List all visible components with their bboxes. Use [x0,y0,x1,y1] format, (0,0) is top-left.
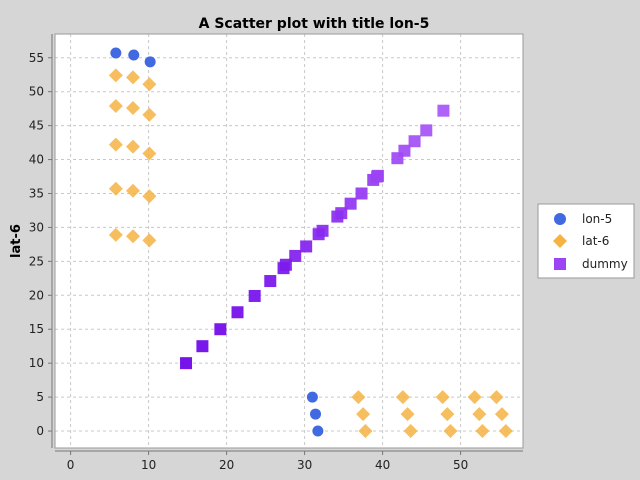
dummy-point [248,289,261,302]
lat-6-point [108,137,123,152]
dummy-point [316,224,329,237]
dummy-point [355,187,368,200]
dummy-point [420,124,433,137]
lat-6-point [108,98,123,113]
grid [55,34,523,448]
plot-background [55,34,523,448]
lat-6-point [126,100,140,115]
dummy-point [279,258,292,271]
chart-title: A Scatter plot with title lon-5 [199,16,430,32]
lat-6-point [494,407,509,422]
legend-marker-dummy [554,258,566,270]
lat-6-point [472,407,487,422]
dummy-point [437,104,450,117]
axes: 0 10 20 30 40 50 0 5 10 15 20 25 30 35 40 45 50 55 [29,51,469,472]
legend: lon-5 lat-6 dummy [537,203,635,279]
y-axis-title: lat-6 [9,224,24,258]
y-tick-label: 35 [29,186,44,200]
legend-label-dummy: dummy [582,257,628,271]
lat-6-point [358,424,373,439]
dummy-point [398,144,411,157]
lat-6-point [142,107,157,122]
y-tick-label: 55 [29,51,44,65]
y-tick-label: 40 [29,153,44,167]
lat-6-point [108,68,123,83]
lat-6-point [126,229,140,244]
x-tick-label: 10 [141,458,156,472]
lon-5-point [110,47,122,59]
lat-6-point [435,390,450,405]
y-tick-label: 5 [36,390,44,404]
dummy-point [180,357,193,370]
lat-6-point [142,146,157,161]
lat-6-point [126,70,140,85]
legend-label-lat-6: lat-6 [582,234,609,248]
lat-6-point [108,227,123,242]
lon-5-point [144,56,156,68]
lat-6-point [142,189,157,204]
dummy-point [264,275,277,288]
y-tick-label: 25 [29,254,44,268]
dummy-point [371,169,384,182]
lat-6-point [467,390,482,405]
lat-6-point [440,407,455,422]
lat-6-point [126,183,140,198]
lon-5-point [310,408,322,420]
lat-6-point [395,390,410,405]
lat-6-point [443,424,458,439]
lat-6-point [475,424,490,439]
legend-label-lon-5: lon-5 [582,212,612,226]
lon-5-point [312,425,324,437]
dummy-point [335,207,348,220]
y-tick-label: 20 [29,288,44,302]
dummy-point [300,240,313,253]
y-tick-label: 50 [29,85,44,99]
legend-marker-lat-6 [553,234,567,248]
y-tick-label: 10 [29,356,44,370]
dummy-point [408,135,421,148]
lat-6-point [498,424,513,439]
lon-5-point [306,391,318,403]
y-tick-label: 0 [36,424,44,438]
dummy-point [344,197,357,210]
lat-6-point [108,181,123,196]
lat-6-point [400,407,415,422]
plot-frame [54,33,524,449]
lat-6-point [403,424,418,439]
dummy-point [214,323,227,336]
lat-6-point [489,390,504,405]
data-marks [108,47,513,439]
dummy-point [231,306,244,319]
x-tick-label: 40 [375,458,390,472]
x-tick-label: 30 [297,458,312,472]
lat-6-point [142,233,157,248]
dummy-point [289,249,302,262]
y-tick-label: 45 [29,119,44,133]
lat-6-point [126,139,140,154]
lon-5-point [128,49,140,61]
lat-6-point [356,407,371,422]
y-tick-label: 15 [29,322,44,336]
x-tick-label: 50 [453,458,468,472]
lat-6-point [351,390,366,405]
lat-6-point [142,77,157,92]
dummy-point [196,340,209,353]
x-tick-label: 0 [67,458,75,472]
x-tick-label: 20 [219,458,234,472]
legend-marker-lon-5 [554,213,566,225]
y-tick-label: 30 [29,220,44,234]
